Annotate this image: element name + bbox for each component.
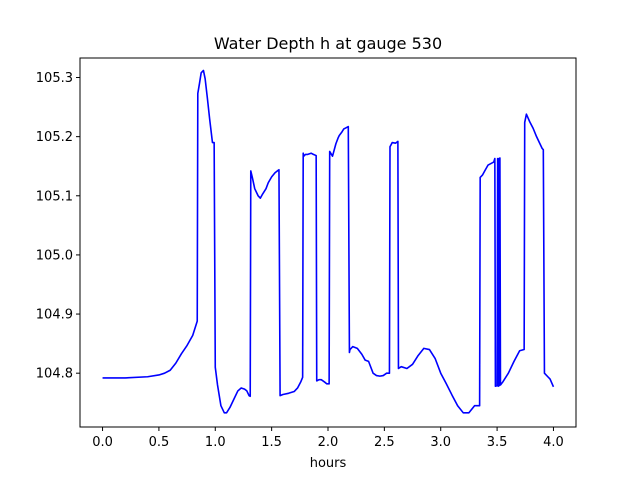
y-tick-label: 105.3: [36, 71, 73, 86]
x-tick-label: 2.5: [374, 435, 395, 450]
y-tick-label: 105.2: [36, 130, 73, 145]
x-tick-label: 2.0: [318, 435, 339, 450]
y-tick-label: 105.0: [36, 248, 73, 263]
x-axis-label: hours: [310, 456, 347, 471]
x-tick-label: 1.5: [261, 435, 282, 450]
x-tick-label: 1.0: [205, 435, 226, 450]
x-axis: 0.0 0.5 1.0 1.5 2.0 2.5 3.0 3.5 4.0: [92, 427, 564, 450]
x-tick-label: 0.5: [149, 435, 170, 450]
y-tick-label: 104.9: [36, 308, 73, 323]
series-line-0: [102, 69, 555, 414]
x-tick-label: 4.0: [543, 435, 564, 450]
y-axis: 104.8 104.9 105.0 105.1 105.2 105.3: [36, 71, 80, 382]
chart-title: Water Depth h at gauge 530: [214, 34, 442, 53]
x-tick-label: 3.5: [487, 435, 508, 450]
y-tick-label: 105.1: [36, 189, 73, 204]
x-tick-label: 0.0: [92, 435, 113, 450]
y-tick-label: 104.8: [36, 367, 73, 382]
series-layer: [102, 69, 555, 414]
x-tick-label: 3.0: [430, 435, 451, 450]
